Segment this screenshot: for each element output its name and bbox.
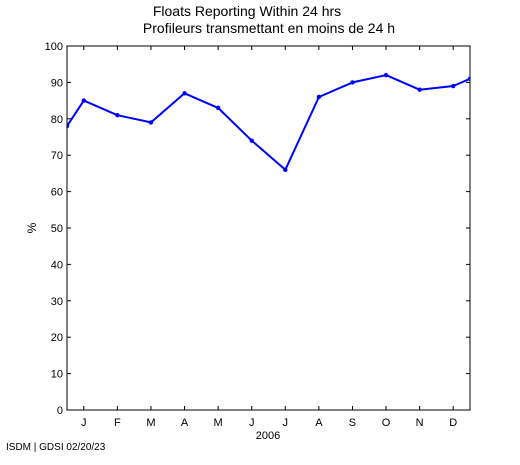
data-point [148,120,154,125]
y-tick-label: 80 [51,114,63,126]
x-tick-label: O [382,417,391,429]
x-tick-label: M [214,417,223,429]
data-point [115,112,120,118]
x-tick-label: A [315,417,323,429]
data-point [383,72,389,78]
y-tick-label: 20 [51,332,63,344]
x-tick-label: D [449,417,457,429]
x-tick-label: S [349,417,356,429]
y-tick-label: 60 [51,187,63,199]
x-axis-label: 2006 [256,430,280,442]
data-point [350,80,355,85]
y-tick-label: 50 [51,223,63,235]
data-point [467,76,470,81]
x-tick-label: J [249,417,255,429]
x-tick-label: M [146,417,155,429]
data-point [182,91,187,96]
data-point [283,167,288,172]
data-point [81,98,86,103]
plot-frame [66,45,471,411]
x-tick-label: N [416,417,424,429]
y-tick-label: 70 [51,150,63,162]
y-tick-label: 30 [51,296,63,308]
x-tick-label: A [181,417,189,429]
data-point [417,87,422,92]
x-tick-label: J [81,417,87,429]
y-tick-label: 90 [51,77,63,89]
series-line [67,74,470,171]
y-tick-label: 100 [45,41,63,53]
footer-credit: ISDM | GDSI 02/20/23 [6,442,106,453]
y-tick-label: 0 [57,405,63,417]
data-point [249,138,254,143]
data-point [451,83,456,89]
data-point [316,94,322,100]
x-tick-label: F [114,417,121,429]
x-tick-label: J [283,417,289,429]
y-tick-label: 40 [51,259,63,271]
data-point [67,123,70,129]
y-tick-label: 10 [51,369,63,381]
data-point [215,105,221,111]
chart-subtitle: Profileurs transmettant en moins de 24 h [143,20,395,36]
chart-title: Floats Reporting Within 24 hrs [153,3,341,19]
y-axis-label: % [25,222,39,233]
